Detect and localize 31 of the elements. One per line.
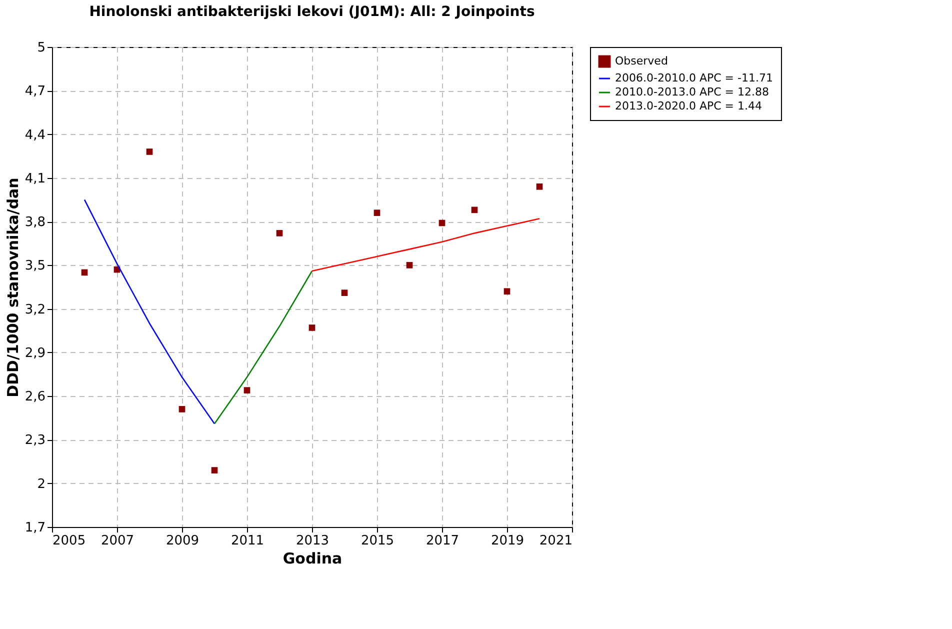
chart-title: Hinolonski antibakterijski lekovi (J01M): All: 2 Joinpoints (89, 4, 535, 20)
y-tick-label: 4,1 (24, 171, 46, 186)
y-tick-label: 3,2 (24, 302, 46, 318)
legend-label: Observed (615, 54, 668, 68)
x-tick-label: 2007 (100, 534, 134, 548)
x-axis-title: Godina (282, 550, 342, 568)
y-tick-label: 2,3 (24, 433, 46, 448)
legend-label: 2013.0-2020.0 APC = 1.44 (615, 100, 762, 112)
legend-label: 2010.0-2013.0 APC = 12.88 (615, 86, 769, 98)
y-tick-label: 2,6 (24, 390, 46, 405)
line-series (84, 199, 216, 424)
x-tick-label: 2011 (230, 534, 264, 548)
legend-label: 2006.0-2010.0 APC = -11.71 (615, 72, 773, 84)
y-tick-label: 3,8 (24, 215, 46, 230)
x-tick-label: 2019 (490, 534, 524, 548)
x-tick-label: 2013 (296, 534, 330, 548)
y-tick-label: 4,4 (24, 128, 46, 143)
y-tick-label: 3,5 (24, 258, 46, 274)
y-tick-label: 4,7 (24, 84, 46, 100)
x-tick-label: 2005 (52, 534, 86, 548)
y-axis-title: DDD/1000 stanovnika/dan (4, 178, 22, 398)
x-tick-label: 2017 (426, 534, 460, 548)
y-tick-label: 2,9 (24, 346, 46, 361)
y-tick-label: 2 (37, 476, 46, 492)
x-tick-label: 2015 (360, 534, 394, 548)
x-tick-label: 2021 (539, 534, 572, 548)
y-tick-label: 5 (37, 40, 46, 56)
line-series (311, 218, 540, 272)
x-tick-label: 2009 (166, 534, 200, 548)
y-tick-label: 1,7 (24, 520, 46, 536)
line-series (214, 270, 313, 424)
